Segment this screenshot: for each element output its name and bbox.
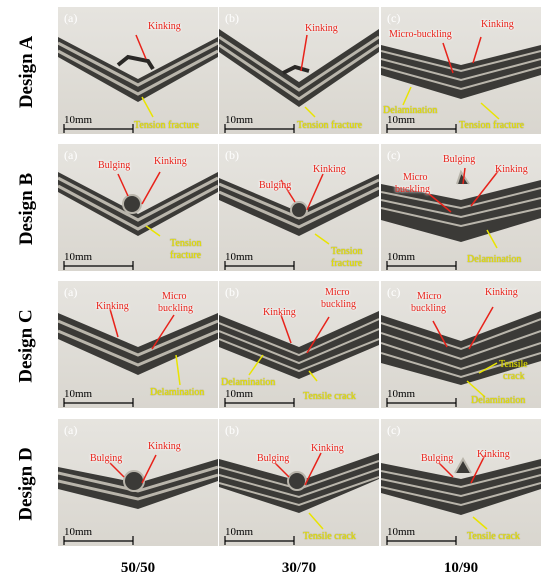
specimen-image <box>58 34 218 133</box>
panel-design-d-10-90: (c) Bulging Kinking Tensile crack 10mm <box>381 419 541 546</box>
specimen-image <box>219 29 379 133</box>
panel-design-d-50-50: (a) Bulging Kinking 10mm <box>58 419 218 546</box>
row-label-design-c: Design C <box>16 309 37 383</box>
bulging-label: Bulging <box>421 453 454 464</box>
panel-design-c-30-70: (b) Kinking Micro buckling Delamination … <box>219 281 379 408</box>
tensile-crack-label: Tensile crack <box>303 531 356 542</box>
panel-design-c-50-50: (a) Kinking Micro buckling Delamination … <box>58 281 218 408</box>
panel-design-b-30-70: (b) Bulging Kinking Tension fracture 10m… <box>219 144 379 271</box>
specimen-image <box>58 171 218 270</box>
panel-tag: (c) <box>387 148 401 162</box>
scale-bar-label: 10mm <box>64 526 93 538</box>
panel-tag: (b) <box>225 423 239 437</box>
panel-tag: (a) <box>64 423 78 437</box>
scale-bar-label: 10mm <box>64 388 93 400</box>
kinking-label: Kinking <box>311 443 344 454</box>
buckling-label: buckling <box>158 303 193 314</box>
scale-bar-label: 10mm <box>225 388 254 400</box>
kinking-label: Kinking <box>263 307 296 318</box>
specimen-image <box>381 306 541 407</box>
scale-bar-label: 10mm <box>64 114 93 126</box>
panel-tag: (b) <box>225 11 239 25</box>
panel-tag: (b) <box>225 285 239 299</box>
micro-buckling-label: Micro-buckling <box>389 29 452 40</box>
panel-tag: (c) <box>387 423 401 437</box>
buckling-label: buckling <box>321 299 356 310</box>
tension-fracture-label: Tension fracture <box>134 120 200 131</box>
buckling-label: buckling <box>411 303 446 314</box>
kinking-label: Kinking <box>154 156 187 167</box>
panel-design-b-10-90: (c) Micro buckling Bulging Kinking Delam… <box>381 144 541 271</box>
crack-label: crack <box>503 371 525 382</box>
micro-label: Micro <box>403 172 428 183</box>
delamination-label: Delamination <box>467 254 522 265</box>
kinking-label: Kinking <box>148 441 181 452</box>
kinking-label: Kinking <box>96 301 129 312</box>
fracture-label: fracture <box>331 258 363 269</box>
scale-bar-label: 10mm <box>225 251 254 263</box>
column-label-10-90: 10/90 <box>443 560 479 576</box>
panel-tag: (a) <box>64 11 78 25</box>
fracture-label: fracture <box>170 250 202 261</box>
panel-design-d-30-70: (b) Bulging Kinking Tensile crack 10mm <box>219 419 379 546</box>
delamination-label: Delamination <box>221 377 276 388</box>
kinking-label: Kinking <box>305 23 338 34</box>
micro-label: Micro <box>417 291 442 302</box>
panel-design-a-10-90: (c) Micro-buckling Kinking Delamination … <box>381 7 541 134</box>
panel-tag: (c) <box>387 11 401 25</box>
specimen-image <box>381 167 541 270</box>
panel-design-b-50-50: (a) Bulging Kinking Tension fracture 10m… <box>58 144 218 271</box>
scale-bar-label: 10mm <box>225 526 254 538</box>
specimen-image <box>219 311 379 407</box>
panel-tag: (a) <box>64 148 78 162</box>
column-label-50-50: 50/50 <box>120 560 156 576</box>
panel-design-a-30-70: (b) Kinking Tension fracture 10mm <box>219 7 379 134</box>
tension-fracture-label: Tension fracture <box>459 120 525 131</box>
delamination-label: Delamination <box>383 105 438 116</box>
buckling-label: buckling <box>395 184 430 195</box>
panel-tag: (a) <box>64 285 78 299</box>
micro-label: Micro <box>162 291 187 302</box>
bulging-label: Bulging <box>90 453 123 464</box>
tension-label: Tension <box>170 238 202 249</box>
kinking-label: Kinking <box>495 164 528 175</box>
scale-bar-label: 10mm <box>387 251 416 263</box>
delamination-label: Delamination <box>471 395 526 406</box>
bulging-label: Bulging <box>98 160 131 171</box>
panel-design-c-10-90: (c) Micro buckling Kinking Tensile crack… <box>381 281 541 408</box>
tensile-label: Tensile <box>499 359 528 370</box>
scale-bar-label: 10mm <box>387 526 416 538</box>
tension-label: Tension <box>331 246 363 257</box>
specimen-image <box>219 452 379 545</box>
tensile-crack-label: Tensile crack <box>303 391 356 402</box>
row-label-design-a: Design A <box>16 35 38 109</box>
kinking-label: Kinking <box>477 449 510 460</box>
row-label-design-b: Design B <box>16 172 38 246</box>
specimen-image <box>219 173 379 270</box>
kinking-label: Kinking <box>148 21 181 32</box>
tensile-crack-label: Tensile crack <box>467 531 520 542</box>
column-label-30-70: 30/70 <box>281 560 317 576</box>
bulging-label: Bulging <box>257 453 290 464</box>
kinking-label: Kinking <box>313 164 346 175</box>
row-label-design-d: Design D <box>16 447 37 521</box>
scale-bar-label: 10mm <box>225 114 254 126</box>
panel-design-a-50-50: (a) Kinking Tension fracture 10mm <box>58 7 218 134</box>
specimen-image <box>381 454 541 545</box>
panel-tag: (b) <box>225 148 239 162</box>
bulging-label: Bulging <box>443 154 476 165</box>
scale-bar-label: 10mm <box>64 251 93 263</box>
bulging-label: Bulging <box>259 180 292 191</box>
specimen-image <box>381 36 541 133</box>
kinking-label: Kinking <box>481 19 514 30</box>
tension-fracture-label: Tension fracture <box>297 120 363 131</box>
panel-tag: (c) <box>387 285 401 299</box>
micro-label: Micro <box>325 287 350 298</box>
scale-bar-label: 10mm <box>387 388 416 400</box>
scale-bar-label: 10mm <box>387 114 416 126</box>
specimen-image <box>58 308 218 407</box>
kinking-label: Kinking <box>485 287 518 298</box>
specimen-image <box>58 454 218 545</box>
delamination-label: Delamination <box>150 387 205 398</box>
